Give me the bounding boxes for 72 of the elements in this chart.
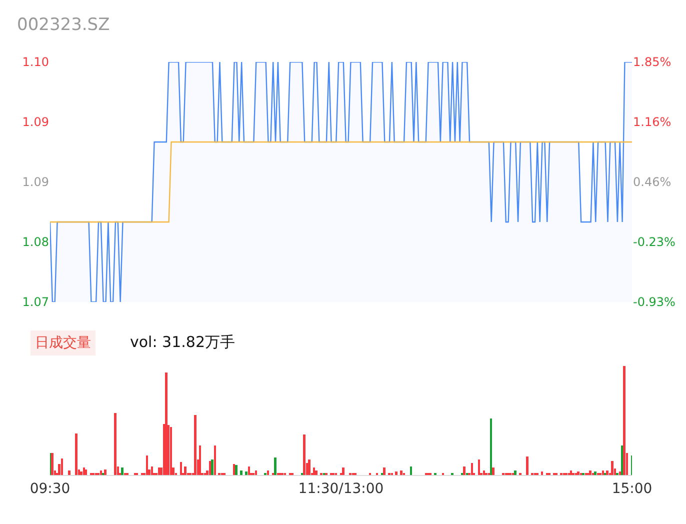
bar: [245, 472, 248, 475]
bar: [621, 446, 624, 475]
bar: [526, 456, 529, 475]
bar: [623, 366, 626, 475]
x-tick-label: 09:30: [30, 480, 70, 497]
x-tick-label: 11:30/13:00: [298, 480, 384, 497]
chart-title: 002323.SZ: [17, 15, 110, 35]
bar: [83, 467, 85, 475]
y2-tick-label: 1.16%: [633, 114, 672, 129]
bar: [400, 470, 402, 475]
y-tick-label: 1.09: [22, 115, 49, 130]
bar: [100, 470, 102, 475]
bar: [255, 470, 257, 475]
bar: [104, 470, 107, 475]
y2-tick-label: 0.46%: [633, 175, 672, 190]
bar: [619, 472, 621, 475]
bar: [606, 470, 609, 475]
bar: [274, 458, 276, 475]
bar: [194, 415, 196, 475]
y2-tick-label: -0.23%: [633, 234, 676, 249]
bar: [151, 466, 153, 475]
y-tick-label: 1.09: [22, 175, 49, 190]
bar: [313, 467, 316, 475]
bar: [235, 465, 238, 475]
y2-tick-label: 1.85%: [633, 55, 672, 70]
bar: [75, 434, 78, 475]
bar: [342, 467, 344, 475]
chart-title: 日成交量: [35, 335, 91, 351]
bar: [199, 446, 202, 475]
bar: [209, 460, 211, 475]
chart-subtitle: vol: 31.82万手: [130, 333, 235, 351]
bar: [308, 460, 310, 475]
bar: [121, 467, 124, 475]
bar: [267, 470, 270, 475]
bar: [68, 470, 70, 475]
bar: [492, 467, 495, 475]
bar: [471, 463, 473, 475]
bar: [158, 467, 160, 475]
y-tick-label: 1.10: [22, 55, 49, 70]
y-tick-label: 1.08: [22, 235, 49, 250]
bar: [51, 453, 54, 475]
bar: [303, 434, 306, 475]
bar: [315, 470, 318, 475]
bar: [463, 466, 466, 475]
bar: [478, 460, 480, 475]
bar: [611, 460, 614, 475]
bar: [395, 472, 398, 475]
y-tick-label: 1.07: [22, 295, 49, 310]
bar: [61, 458, 63, 475]
bar: [170, 427, 172, 475]
bar: [165, 372, 168, 475]
bar: [514, 470, 516, 475]
bar: [211, 460, 214, 475]
bar: [248, 466, 250, 475]
bar: [114, 412, 116, 475]
bar: [589, 470, 592, 475]
bar: [383, 467, 386, 475]
bar: [184, 466, 187, 475]
bar: [180, 462, 182, 475]
y2-tick-label: -0.93%: [633, 295, 676, 310]
bar: [483, 470, 485, 475]
bar: [233, 464, 236, 475]
bar: [80, 472, 82, 475]
bar: [214, 446, 216, 475]
bar: [146, 455, 148, 475]
bar: [490, 418, 492, 475]
bar: [240, 470, 242, 475]
bar: [602, 470, 604, 475]
x-tick-label: 15:00: [612, 480, 652, 497]
bar: [85, 470, 88, 475]
bar: [541, 472, 544, 475]
bar: [570, 470, 572, 475]
